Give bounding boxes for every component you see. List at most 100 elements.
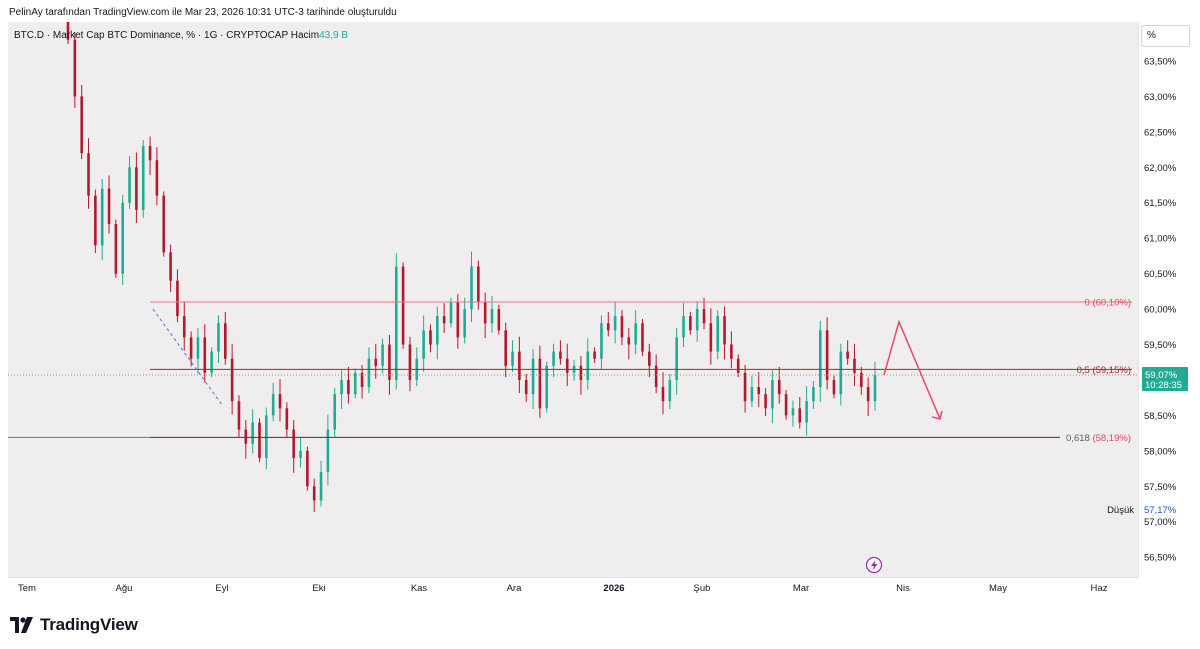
- candle-body: [798, 408, 802, 423]
- candle-body: [80, 96, 83, 154]
- candle-body: [805, 401, 808, 423]
- candle-body: [196, 337, 200, 359]
- candle-body: [367, 358, 371, 388]
- x-tick-label: Tem: [18, 583, 36, 594]
- candle-body: [777, 379, 781, 395]
- candle-body: [217, 323, 220, 352]
- last-price-label: 59,07%: [1145, 370, 1178, 381]
- candle-body: [689, 316, 692, 331]
- candle-body: [210, 351, 213, 373]
- candle-body: [606, 323, 610, 331]
- candle-body: [736, 358, 740, 373]
- y-tick-label: 61,50%: [1144, 198, 1177, 209]
- x-tick-label: Kas: [411, 583, 428, 594]
- x-tick-label: May: [989, 583, 1007, 594]
- candle-body: [504, 330, 507, 366]
- candle-body: [223, 323, 227, 359]
- low-value-label: 57,17%: [1144, 505, 1177, 516]
- candle-body: [121, 202, 125, 274]
- series-layer: [8, 22, 1138, 512]
- candle-body: [401, 266, 405, 345]
- low-label: Düşük: [1107, 505, 1134, 516]
- candle-body: [292, 429, 295, 458]
- countdown-label: 10:28:35: [1145, 380, 1182, 391]
- candle-body: [518, 351, 521, 380]
- symbol-text: BTC.D · Market Cap BTC Dominance, % · 1G…: [14, 30, 320, 41]
- candle-body: [613, 316, 617, 331]
- candle-body: [449, 301, 453, 324]
- candle-body: [353, 372, 357, 395]
- candle-body: [87, 153, 90, 196]
- candle-body: [107, 188, 111, 225]
- candle-body: [675, 337, 678, 380]
- candle-body: [456, 301, 460, 338]
- candle-body: [730, 344, 733, 359]
- candle-body: [668, 379, 672, 402]
- candle-body: [490, 309, 494, 324]
- symbol-legend[interactable]: BTC.D · Market Cap BTC Dominance, % · 1G…: [14, 30, 348, 41]
- candle-body: [94, 195, 97, 246]
- x-tick-label: Nis: [896, 583, 910, 594]
- fib-level-0618-prefix: 0,618: [1066, 433, 1092, 444]
- candle-body: [251, 422, 254, 444]
- candle-body: [873, 374, 877, 402]
- candle-body: [695, 309, 699, 331]
- candle-body: [470, 266, 473, 310]
- candle-body: [278, 394, 282, 409]
- x-tick-label: Ağu: [116, 583, 133, 594]
- y-tick-label: 63,00%: [1144, 92, 1177, 103]
- candle-body: [306, 450, 309, 487]
- candle-body: [299, 450, 302, 458]
- projection-arrow: [883, 319, 941, 420]
- candle-body: [559, 351, 562, 359]
- candle-body: [818, 330, 822, 388]
- lightning-icon-glyph: [871, 560, 878, 571]
- candle-body: [162, 195, 166, 253]
- y-tick-label: 62,50%: [1144, 127, 1177, 138]
- candle-body: [702, 309, 706, 324]
- candle-body: [716, 316, 720, 352]
- candle-body: [463, 309, 466, 338]
- candle-body: [394, 266, 398, 380]
- tradingview-brand[interactable]: TradingView: [10, 615, 138, 635]
- candle-body: [141, 146, 145, 210]
- y-tick-label: 63,50%: [1144, 56, 1177, 67]
- candle-body: [538, 358, 542, 409]
- candle-body: [189, 337, 193, 359]
- candle-body: [709, 323, 713, 352]
- candle-body: [128, 167, 131, 203]
- candle-body: [771, 379, 774, 409]
- plot-area[interactable]: [8, 22, 1138, 577]
- candle-body: [326, 429, 330, 473]
- fib-level-0618-label: 0,618 (58,19%): [1066, 433, 1131, 444]
- candle-body: [723, 316, 726, 345]
- percent-scale-button[interactable]: %: [1141, 25, 1190, 47]
- candle-body: [825, 330, 829, 380]
- candle-body: [627, 337, 631, 345]
- y-tick-label: 58,50%: [1144, 411, 1177, 422]
- candle-body: [743, 372, 747, 402]
- x-tick-label: Şub: [694, 583, 711, 594]
- candle-body: [285, 408, 289, 430]
- y-tick-label: 57,50%: [1144, 482, 1177, 493]
- tradingview-logo-icon: [10, 617, 33, 633]
- candle-body: [333, 394, 337, 430]
- y-tick-label: 59,50%: [1144, 340, 1177, 351]
- candle-body: [620, 316, 624, 338]
- y-tick-label: 58,00%: [1144, 446, 1177, 457]
- tradingview-wordmark: TradingView: [40, 615, 138, 634]
- price-axis[interactable]: [1138, 22, 1191, 577]
- candle-body: [866, 387, 870, 402]
- candle-body: [319, 472, 323, 501]
- y-tick-label: 56,50%: [1144, 553, 1177, 564]
- candle-body: [408, 344, 412, 380]
- candle-body: [600, 323, 603, 359]
- candle-body: [381, 344, 384, 366]
- x-tick-label: Mar: [793, 583, 809, 594]
- candle-body: [641, 323, 644, 352]
- candle-body: [654, 365, 658, 388]
- time-axis[interactable]: [8, 577, 1138, 599]
- candle-body: [791, 408, 795, 416]
- candle-body: [579, 365, 583, 380]
- candle-body: [860, 372, 863, 388]
